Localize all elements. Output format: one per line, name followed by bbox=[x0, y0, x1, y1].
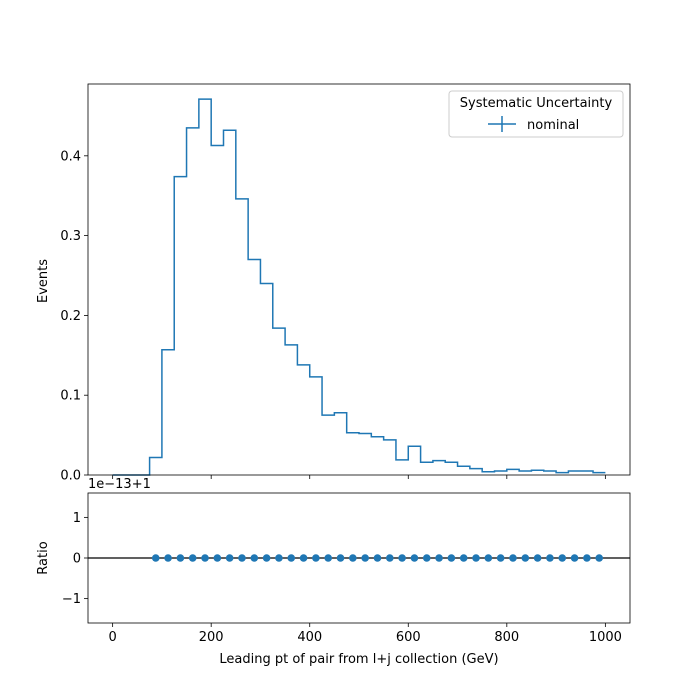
ratio-point bbox=[435, 554, 443, 562]
x-tick-label: 400 bbox=[297, 630, 322, 645]
ratio-y-axis-label: Ratio bbox=[36, 541, 51, 574]
ratio-point bbox=[164, 554, 172, 562]
ratio-point bbox=[447, 554, 456, 562]
ratio-point bbox=[336, 554, 345, 562]
ratio-y-tick-label: 1 bbox=[73, 511, 81, 526]
main-y-ticks: 0.0 0.1 0.2 0.3 0.4 bbox=[60, 149, 88, 484]
ratio-point bbox=[201, 554, 209, 562]
ratio-point bbox=[459, 554, 468, 562]
ratio-point bbox=[398, 554, 406, 562]
ratio-point bbox=[275, 554, 283, 562]
ratio-point bbox=[422, 554, 431, 562]
main-y-tick-label: 0.1 bbox=[60, 389, 81, 404]
ratio-point bbox=[188, 554, 197, 562]
ratio-point bbox=[299, 554, 308, 562]
ratio-point bbox=[558, 554, 567, 562]
ratio-point bbox=[472, 554, 480, 562]
main-panel: 0.0 0.1 0.2 0.3 0.4 Events Systematic Uncert… bbox=[36, 83, 631, 484]
ratio-point bbox=[225, 554, 234, 562]
ratio-plot-frame bbox=[87, 492, 631, 624]
ratio-y-tick-label: 0 bbox=[73, 552, 81, 567]
ratio-point bbox=[546, 554, 554, 562]
ratio-point bbox=[385, 554, 394, 562]
ratio-point bbox=[262, 554, 271, 562]
legend: Systematic Uncertainty nominal bbox=[448, 90, 624, 138]
ratio-point bbox=[361, 554, 369, 562]
x-tick-label: 1000 bbox=[589, 630, 622, 645]
x-tick-label: 200 bbox=[199, 630, 224, 645]
ratio-point bbox=[287, 554, 296, 562]
legend-marker-nominal bbox=[488, 116, 516, 132]
histogram-step-line-nominal bbox=[112, 98, 606, 476]
legend-box bbox=[448, 90, 624, 138]
ratio-point bbox=[410, 554, 419, 562]
main-y-tick-label: 0.0 bbox=[60, 469, 81, 484]
ratio-x-ticks: 0 200 400 600 800 1000 bbox=[108, 623, 622, 645]
legend-title: Systematic Uncertainty bbox=[460, 96, 613, 111]
ratio-panel: 1e−13+1 −1 0 1 0 200 400 600 800 1000 Ratio Lea… bbox=[36, 477, 631, 667]
main-y-tick-label: 0.3 bbox=[60, 229, 81, 244]
main-plot-frame bbox=[87, 83, 631, 476]
legend-entry-nominal: nominal bbox=[527, 118, 579, 133]
ratio-point bbox=[373, 554, 382, 562]
ratio-point bbox=[521, 554, 530, 562]
ratio-point bbox=[176, 554, 185, 562]
ratio-point bbox=[583, 554, 591, 562]
x-tick-label: 0 bbox=[108, 630, 116, 645]
ratio-point bbox=[484, 554, 493, 562]
main-y-axis-label: Events bbox=[36, 259, 51, 303]
ratio-point bbox=[151, 554, 160, 562]
ratio-point bbox=[349, 554, 357, 562]
x-tick-label: 600 bbox=[396, 630, 421, 645]
main-y-tick-label: 0.2 bbox=[60, 309, 81, 324]
main-y-tick-label: 0.4 bbox=[60, 149, 81, 164]
ratio-y-ticks: −1 0 1 bbox=[62, 511, 88, 607]
ratio-point bbox=[595, 554, 604, 562]
ratio-y-tick-label: −1 bbox=[62, 592, 81, 607]
main-x-ticks bbox=[112, 475, 606, 479]
x-tick-label: 800 bbox=[494, 630, 519, 645]
ratio-point bbox=[509, 554, 517, 562]
ratio-point bbox=[324, 554, 333, 562]
ratio-points bbox=[151, 554, 604, 562]
ratio-point bbox=[250, 554, 259, 562]
x-axis-label: Leading pt of pair from l+j collection (… bbox=[219, 652, 498, 667]
ratio-point bbox=[213, 554, 222, 562]
ratio-point bbox=[570, 554, 579, 562]
ratio-point bbox=[496, 554, 505, 562]
ratio-point bbox=[238, 554, 246, 562]
ratio-point bbox=[312, 554, 320, 562]
ratio-point bbox=[533, 554, 542, 562]
ratio-offset-label: 1e−13+1 bbox=[88, 477, 151, 492]
